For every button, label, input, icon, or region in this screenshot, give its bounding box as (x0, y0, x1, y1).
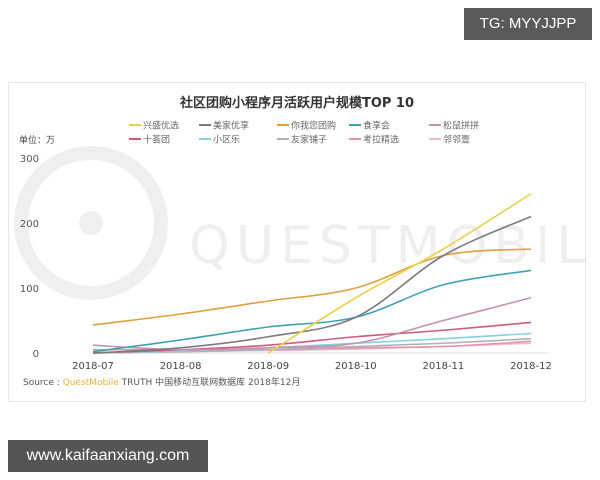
y-axis: 0 100 200 300 (20, 154, 39, 360)
series-line (92, 332, 532, 354)
tag-overlay: TG: MYYJJPP (464, 8, 592, 40)
chart-title: 社区团购小程序月活跃用户规模TOP 10 (179, 95, 414, 111)
x-tick-label: 2018-10 (335, 361, 377, 372)
legend-item: 松鼠拼拼 (429, 120, 479, 132)
y-axis-label: 单位：万 (19, 134, 55, 146)
series-line (267, 193, 532, 354)
svg-text:友家铺子: 友家铺子 (291, 134, 327, 146)
watermark: QUESTMOBILE (14, 146, 600, 300)
svg-text:QUESTMOBILE: QUESTMOBILE (189, 216, 585, 276)
y-tick-label: 300 (20, 154, 39, 165)
x-tick-label: 2018-09 (247, 361, 289, 372)
svg-text:美家优享: 美家优享 (213, 120, 249, 132)
y-tick-label: 100 (20, 284, 39, 295)
svg-text:食享会: 食享会 (363, 120, 390, 132)
legend-item: 小区乐 (199, 134, 240, 146)
series-lines (92, 193, 532, 354)
svg-text:你我您团购: 你我您团购 (291, 120, 336, 132)
x-tick-label: 2018-08 (160, 361, 202, 372)
x-tick-label: 2018-11 (423, 361, 465, 372)
legend-item: 美家优享 (199, 120, 249, 132)
legend-item: 兴盛优选 (129, 120, 179, 132)
chart-card: QUESTMOBILE 社区团购小程序月活跃用户规模TOP 10 单位：万 兴盛… (8, 82, 600, 402)
x-axis: 2018-07 2018-08 2018-09 2018-10 2018-11 2018-… (72, 361, 552, 372)
site-overlay: www.kaifaanxiang.com (8, 440, 208, 472)
series-line (92, 269, 532, 353)
legend-item: 邻邻壹 (429, 134, 470, 146)
svg-text:松鼠拼拼: 松鼠拼拼 (443, 120, 479, 132)
x-tick-label: 2018-12 (510, 361, 552, 372)
svg-text:邻邻壹: 邻邻壹 (443, 134, 470, 146)
line-chart: QUESTMOBILE 社区团购小程序月活跃用户规模TOP 10 单位：万 兴盛… (14, 95, 600, 388)
legend-item: 食享会 (349, 120, 390, 132)
svg-text:十荟团: 十荟团 (143, 134, 170, 146)
legend-item: 考拉精选 (349, 134, 399, 146)
y-tick-label: 0 (33, 349, 39, 360)
legend-item: 十荟团 (129, 134, 170, 146)
series-line (92, 296, 532, 351)
svg-text:兴盛优选: 兴盛优选 (143, 120, 179, 132)
svg-text:小区乐: 小区乐 (213, 134, 240, 146)
legend-item: 友家铺子 (277, 134, 327, 146)
svg-text:Source : QuestMobile TRUTH 中国移: Source : QuestMobile TRUTH 中国移动互联网数据库 20… (23, 376, 300, 388)
series-line (92, 215, 532, 354)
source-note: Source : QuestMobile TRUTH 中国移动互联网数据库 20… (23, 376, 300, 388)
y-tick-label: 200 (20, 219, 39, 230)
svg-text:考拉精选: 考拉精选 (363, 134, 399, 146)
x-tick-label: 2018-07 (72, 361, 114, 372)
series-line (92, 248, 532, 326)
legend-item: 你我您团购 (277, 120, 336, 132)
